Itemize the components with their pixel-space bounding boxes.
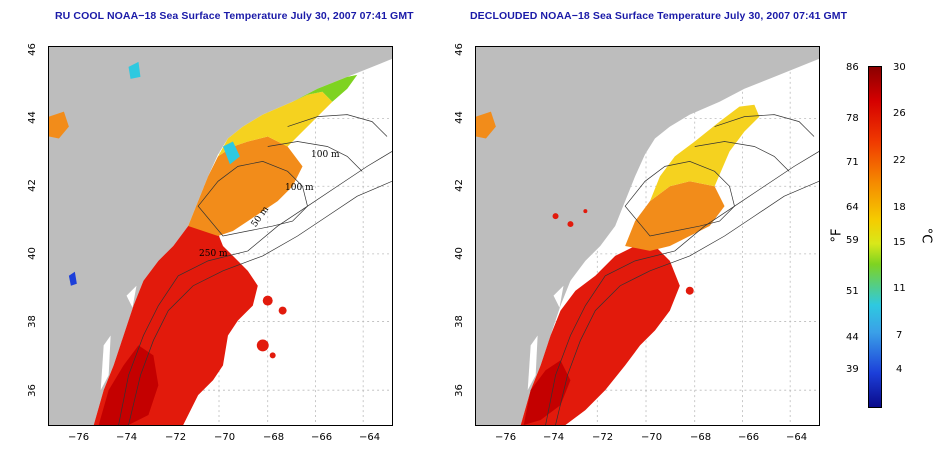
sst-orange-offshore [49, 111, 69, 139]
fahrenheit-label-64: 64 [846, 202, 859, 213]
fahrenheit-unit: °F [829, 228, 845, 243]
lat-tick-42-right: 42 [453, 179, 465, 192]
sst-orange-offshore [476, 111, 496, 139]
lat-tick-42: 42 [26, 179, 38, 192]
fahrenheit-label-59: 59 [846, 235, 859, 246]
lon-tick-66-right: −66 [738, 432, 760, 443]
sst-hot-region [98, 345, 159, 425]
celsius-label-4: 4 [896, 364, 903, 375]
sst-colorbar [868, 66, 882, 408]
fahrenheit-label-44: 44 [846, 332, 859, 343]
celsius-label-30: 30 [893, 62, 906, 73]
delaware-bay [553, 285, 564, 308]
lon-tick-74-right: −74 [543, 432, 565, 443]
lat-tick-36-right: 36 [453, 384, 465, 397]
lat-tick-44-right: 44 [453, 111, 465, 124]
sst-green-region [292, 74, 358, 102]
left-map-title: RU COOL NOAA−18 Sea Surface Temperature … [55, 10, 414, 22]
sst-hot-region [523, 360, 571, 425]
celsius-label-22: 22 [893, 155, 906, 166]
celsius-label-15: 15 [893, 237, 906, 248]
lon-tick-70-right: −70 [641, 432, 663, 443]
land-mass [49, 47, 392, 425]
fahrenheit-label-71: 71 [846, 157, 859, 168]
sst-cyan-patch [222, 141, 240, 165]
sst-orange-region [625, 181, 725, 251]
lat-tick-40: 40 [26, 247, 38, 260]
lon-tick-64-right: −64 [786, 432, 808, 443]
offshore-speckles [256, 295, 287, 359]
celsius-label-26: 26 [893, 108, 906, 119]
lat-tick-46: 46 [26, 43, 38, 56]
celsius-label-11: 11 [893, 283, 906, 294]
bathymetry-contours [118, 114, 392, 425]
sst-blue-patch [68, 271, 77, 286]
contour-label-100m-a: 100 m [311, 150, 340, 160]
lon-tick-64: −64 [359, 432, 381, 443]
lat-tick-40-right: 40 [453, 247, 465, 260]
lon-tick-74: −74 [116, 432, 138, 443]
right-map-svg [476, 47, 819, 425]
celsius-label-18: 18 [893, 202, 906, 213]
right-map-title: DECLOUDED NOAA−18 Sea Surface Temperatur… [470, 10, 848, 22]
lon-tick-72-right: −72 [592, 432, 614, 443]
fahrenheit-label-39: 39 [846, 364, 859, 375]
fahrenheit-label-78: 78 [846, 113, 859, 124]
lat-tick-38-right: 38 [453, 315, 465, 328]
fahrenheit-label-86: 86 [846, 62, 859, 73]
sst-cyan-patch-2 [128, 61, 141, 79]
lon-tick-68-right: −68 [690, 432, 712, 443]
bathymetry-contours [545, 114, 819, 425]
fahrenheit-label-51: 51 [846, 286, 859, 297]
celsius-unit: °C [918, 227, 934, 244]
contour-label-100m-b: 100 m [285, 183, 314, 193]
lat-tick-36: 36 [26, 384, 38, 397]
delaware-bay [126, 285, 137, 308]
lon-tick-66: −66 [311, 432, 333, 443]
sst-yellow-region [649, 104, 760, 202]
lon-tick-76-right: −76 [495, 432, 517, 443]
lat-tick-38: 38 [26, 315, 38, 328]
sst-orange-region [188, 136, 303, 236]
lat-tick-44: 44 [26, 111, 38, 124]
offshore-speckles [552, 209, 694, 295]
lon-tick-72: −72 [165, 432, 187, 443]
chesapeake-bay [100, 335, 111, 391]
lon-tick-68: −68 [263, 432, 285, 443]
lon-tick-70: −70 [214, 432, 236, 443]
celsius-label-7: 7 [896, 330, 903, 341]
lat-tick-46-right: 46 [453, 43, 465, 56]
contour-label-250m: 250 m [199, 249, 228, 259]
left-map-svg [49, 47, 392, 425]
right-sst-map[interactable] [475, 46, 820, 426]
land-mass [476, 47, 819, 425]
lon-tick-76: −76 [68, 432, 90, 443]
chesapeake-bay [527, 335, 538, 391]
sst-yellow-region [218, 91, 333, 157]
left-sst-map[interactable]: 100 m 100 m 50 m 250 m [48, 46, 393, 426]
